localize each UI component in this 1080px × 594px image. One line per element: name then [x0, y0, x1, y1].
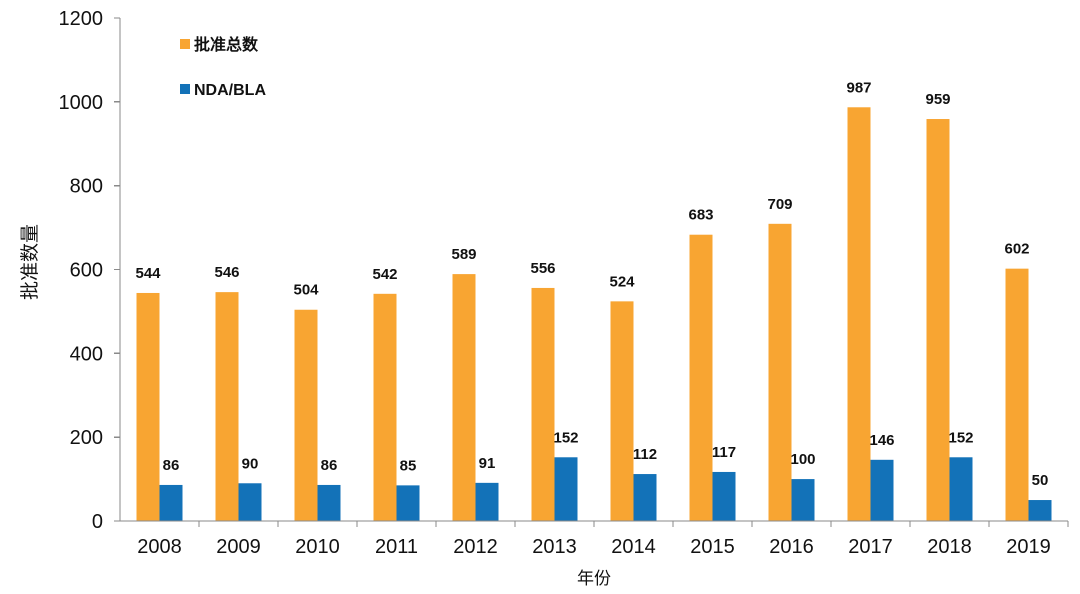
- y-tick-label: 0: [92, 511, 103, 533]
- total-approvals-data-label: 524: [609, 273, 635, 290]
- nda-bla-bar: [633, 474, 657, 521]
- total-approvals-bar: [689, 234, 713, 521]
- total-approvals-bar: [847, 107, 871, 521]
- nda-bla-bar: [791, 479, 815, 521]
- legend-label-nda-bla: NDA/BLA: [194, 82, 266, 99]
- total-approvals-data-label: 602: [1004, 241, 1029, 258]
- x-tick-label: 2016: [769, 536, 814, 558]
- y-tick-label: 400: [70, 343, 103, 365]
- nda-bla-data-label: 146: [869, 432, 894, 449]
- nda-bla-data-label: 152: [948, 429, 973, 446]
- x-tick-label: 2019: [1006, 536, 1051, 558]
- nda-bla-data-label: 50: [1032, 472, 1049, 489]
- nda-bla-bar: [475, 482, 499, 521]
- total-approvals-data-label: 556: [530, 260, 555, 277]
- nda-bla-data-label: 117: [712, 444, 736, 461]
- x-tick-label: 2012: [453, 536, 498, 558]
- legend: 批准总数 NDA/BLA: [180, 35, 266, 99]
- nda-bla-bar: [238, 483, 262, 521]
- nda-bla-bar: [554, 457, 578, 521]
- x-tick-label: 2018: [927, 536, 972, 558]
- nda-bla-data-label: 86: [321, 457, 338, 474]
- total-approvals-bar: [136, 292, 160, 521]
- total-approvals-data-label: 504: [293, 282, 319, 299]
- total-approvals-data-label: 709: [767, 196, 792, 213]
- nda-bla-data-label: 90: [242, 455, 259, 472]
- x-tick-label: 2017: [848, 536, 893, 558]
- legend-swatch-total-approvals: [180, 39, 190, 49]
- total-approvals-data-label: 589: [451, 246, 476, 263]
- nda-bla-data-label: 152: [553, 429, 578, 446]
- total-approvals-bar: [373, 293, 397, 521]
- x-tick-label: 2014: [611, 536, 656, 558]
- total-approvals-data-label: 542: [372, 266, 397, 283]
- x-tick-label: 2015: [690, 536, 735, 558]
- x-axis-title: 年份: [577, 569, 611, 589]
- total-approvals-bar: [294, 309, 318, 521]
- nda-bla-bar: [712, 471, 736, 521]
- total-approvals-bar: [1005, 268, 1029, 521]
- y-tick-label: 600: [70, 260, 103, 282]
- legend-swatch-nda-bla: [180, 84, 190, 94]
- total-approvals-data-label: 683: [688, 207, 713, 224]
- y-axis-title: 批准数量: [19, 224, 41, 300]
- nda-bla-data-label: 112: [633, 446, 657, 463]
- x-tick-label: 2013: [532, 536, 577, 558]
- nda-bla-bar: [949, 457, 973, 521]
- total-approvals-data-label: 959: [925, 91, 950, 108]
- total-approvals-bar: [215, 292, 239, 521]
- nda-bla-bar: [159, 484, 183, 521]
- total-approvals-data-label: 546: [214, 264, 239, 281]
- x-tick-label: 2010: [295, 536, 340, 558]
- nda-bla-data-label: 85: [400, 457, 417, 474]
- y-tick-label: 200: [70, 427, 103, 449]
- y-tick-label: 800: [70, 176, 103, 198]
- plot-area: 0 200 400 600 800 1000 1200 2008 544 86 2009 546 90 2…: [59, 8, 1069, 558]
- nda-bla-data-label: 86: [163, 457, 180, 474]
- nda-bla-bar: [870, 459, 894, 521]
- nda-bla-data-label: 91: [479, 455, 496, 472]
- nda-bla-bar: [396, 485, 420, 521]
- total-approvals-data-label: 544: [135, 265, 161, 282]
- total-approvals-bar: [768, 223, 792, 521]
- total-approvals-bar: [610, 301, 634, 521]
- nda-bla-data-label: 100: [790, 451, 815, 468]
- total-approvals-bar: [926, 119, 950, 521]
- x-tick-label: 2008: [137, 536, 182, 558]
- y-tick-label: 1000: [59, 92, 104, 114]
- total-approvals-data-label: 987: [846, 79, 871, 96]
- x-tick-label: 2009: [216, 536, 261, 558]
- legend-label-total-approvals: 批准总数: [194, 35, 259, 54]
- x-tick-label: 2011: [375, 536, 418, 558]
- total-approvals-bar: [531, 287, 555, 521]
- total-approvals-bar: [452, 274, 476, 521]
- nda-bla-bar: [317, 484, 341, 521]
- nda-bla-bar: [1028, 500, 1052, 521]
- y-tick-label: 1200: [59, 8, 104, 30]
